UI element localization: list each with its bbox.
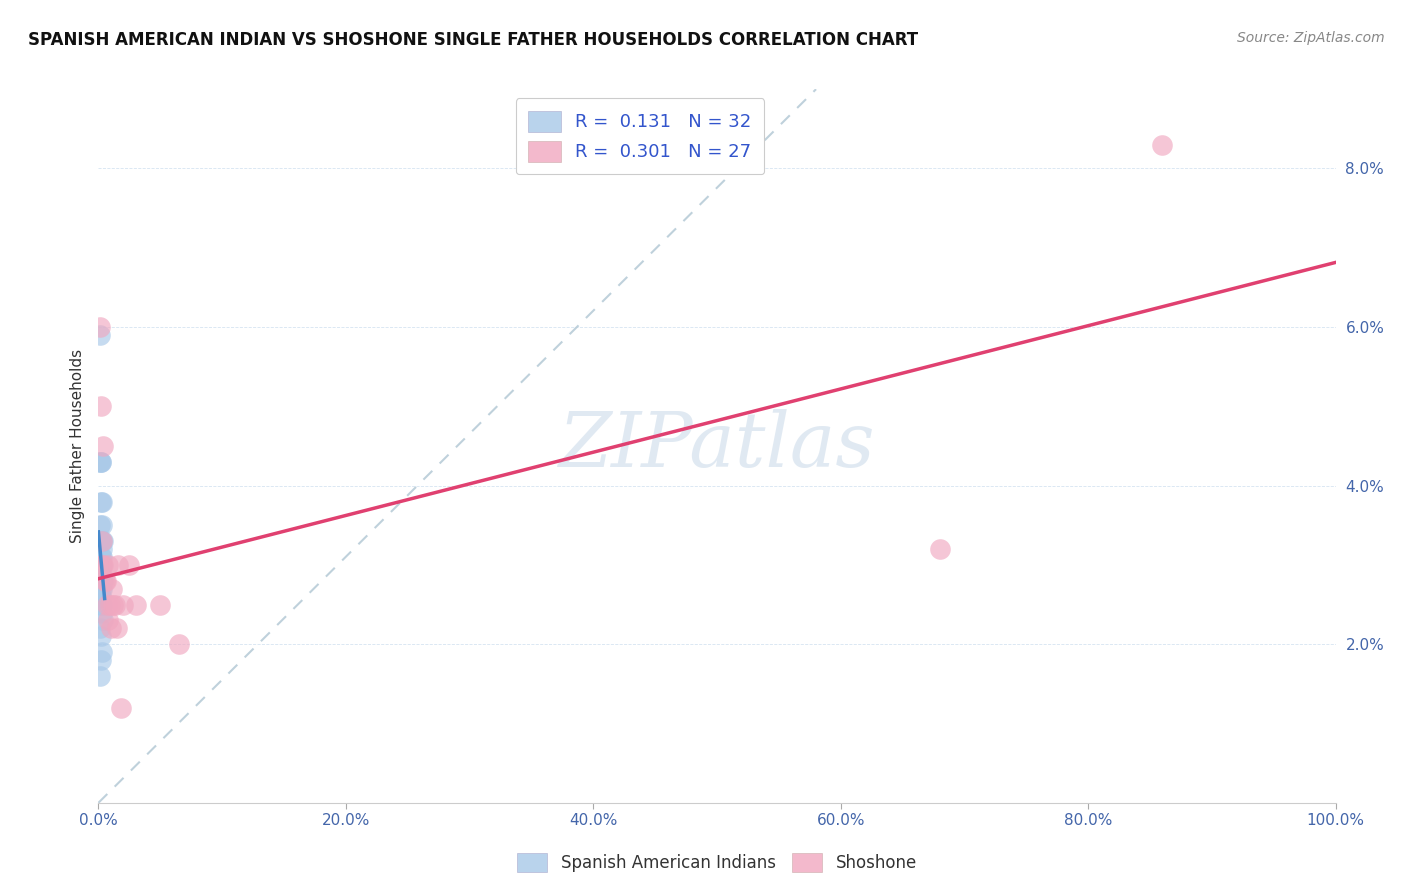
Text: SPANISH AMERICAN INDIAN VS SHOSHONE SINGLE FATHER HOUSEHOLDS CORRELATION CHART: SPANISH AMERICAN INDIAN VS SHOSHONE SING… (28, 31, 918, 49)
Point (90, 549, 112, 564)
Point (93, 574, 115, 588)
Point (89, 320, 111, 334)
Legend: Spanish American Indians, Shoshone: Spanish American Indians, Shoshone (509, 844, 925, 880)
Point (110, 700, 132, 714)
Point (90, 400, 112, 414)
Point (100, 621, 122, 635)
Point (89, 669, 111, 683)
Point (96, 598, 118, 612)
Point (93, 534, 115, 549)
Point (101, 582, 124, 596)
Point (91, 598, 114, 612)
Point (167, 637, 190, 651)
Point (89, 518, 111, 533)
Point (89, 455, 111, 469)
Point (91, 558, 114, 572)
Point (89, 590, 111, 604)
Point (91, 534, 114, 549)
Point (90, 590, 112, 604)
Text: Source: ZipAtlas.com: Source: ZipAtlas.com (1237, 31, 1385, 45)
Point (124, 598, 146, 612)
Point (1152, 137, 1174, 152)
Point (90, 653, 112, 667)
Point (149, 598, 172, 612)
Point (91, 494, 114, 508)
Point (112, 598, 135, 612)
Point (93, 558, 115, 572)
Point (103, 598, 125, 612)
Point (91, 549, 114, 564)
Point (91, 558, 114, 572)
Point (91, 582, 114, 596)
Point (98, 598, 121, 612)
Point (91, 518, 114, 533)
Point (90, 629, 112, 643)
Point (90, 590, 112, 604)
Y-axis label: Single Father Households: Single Father Households (69, 349, 84, 543)
Point (93, 439, 115, 453)
Point (93, 574, 115, 588)
Point (94, 574, 117, 588)
Point (107, 558, 129, 572)
Point (90, 582, 112, 596)
Point (928, 542, 950, 557)
Point (90, 455, 112, 469)
Point (90, 534, 112, 549)
Point (97, 558, 120, 572)
Point (105, 621, 128, 635)
Point (91, 606, 114, 620)
Point (89, 328, 111, 343)
Point (90, 558, 112, 572)
Point (91, 542, 114, 557)
Text: ZIPatlas: ZIPatlas (558, 409, 876, 483)
Point (93, 614, 115, 628)
Point (118, 558, 141, 572)
Point (97, 614, 120, 628)
Point (90, 566, 112, 580)
Point (90, 494, 112, 508)
Point (103, 598, 125, 612)
Point (89, 621, 111, 635)
Point (91, 645, 114, 659)
Point (90, 598, 112, 612)
Point (90, 455, 112, 469)
Point (91, 534, 114, 549)
